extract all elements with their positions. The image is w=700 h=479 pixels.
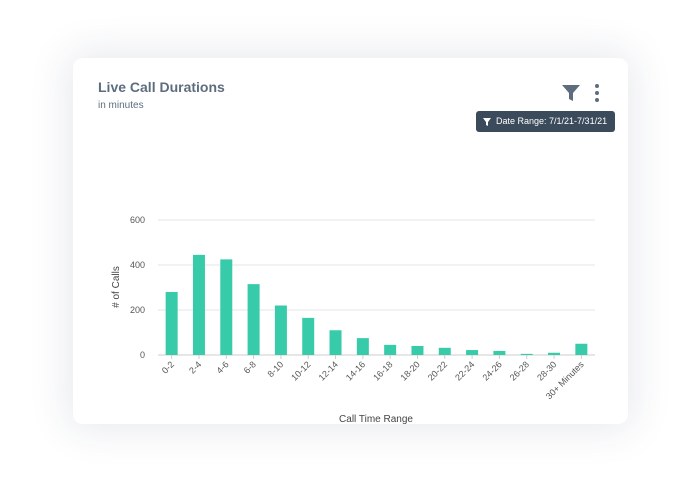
more-vertical-icon[interactable] [592, 83, 602, 103]
bar[interactable] [220, 259, 233, 355]
x-axis-title: Call Time Range [339, 414, 413, 424]
bar[interactable] [247, 284, 260, 355]
x-tick-label: 4-6 [214, 359, 230, 375]
x-tick-label: 2-4 [187, 359, 203, 375]
bar[interactable] [575, 343, 588, 355]
bar[interactable] [192, 254, 205, 355]
date-range-label: Date Range: 7/1/21-7/31/21 [496, 116, 608, 126]
bar-chart: 0 200 400 600 0-2 2-4 4-6 6-8 8-10 10-12 12-14 14-1… [111, 215, 595, 424]
bar[interactable] [165, 292, 178, 355]
x-tick-label: 24-26 [480, 359, 503, 382]
y-tick-label: 0 [140, 350, 145, 360]
bar[interactable] [520, 353, 533, 355]
x-tick-label: 18-20 [399, 359, 422, 382]
x-tick-label: 12-14 [317, 359, 340, 382]
bar[interactable] [548, 352, 561, 355]
x-tick-label: 28-30 [535, 359, 558, 382]
bar[interactable] [493, 350, 506, 355]
filter-small-icon [483, 117, 491, 126]
x-tick-label: 26-28 [508, 359, 531, 382]
filter-icon[interactable] [560, 82, 582, 104]
x-tick-label: 10-12 [289, 359, 312, 382]
y-tick-label: 200 [130, 305, 145, 315]
card-title: Live Call Durations [98, 79, 225, 95]
bar[interactable] [302, 317, 315, 355]
bar[interactable] [329, 330, 342, 355]
y-tick-label: 400 [130, 260, 145, 270]
x-tick-label: 14-16 [344, 359, 367, 382]
bar[interactable] [384, 344, 397, 355]
x-tick-label: 20-22 [426, 359, 449, 382]
x-tick-label: 8-10 [266, 359, 286, 379]
x-tick-label: 22-24 [453, 359, 476, 382]
date-range-chip[interactable]: Date Range: 7/1/21-7/31/21 [476, 111, 616, 132]
y-tick-label: 600 [130, 215, 145, 225]
bar[interactable] [411, 346, 424, 355]
bar[interactable] [438, 347, 451, 355]
x-tick-label: 16-18 [371, 359, 394, 382]
chart-card: Live Call Durations in minutes Date Rang… [73, 58, 628, 424]
bar[interactable] [274, 305, 287, 356]
bar[interactable] [466, 350, 479, 355]
x-tick-label: 6-8 [242, 359, 258, 375]
bar[interactable] [356, 338, 369, 355]
x-tick-label: 0-2 [160, 359, 176, 375]
card-subtitle: in minutes [98, 100, 144, 111]
y-axis-title: # of Calls [111, 266, 122, 308]
